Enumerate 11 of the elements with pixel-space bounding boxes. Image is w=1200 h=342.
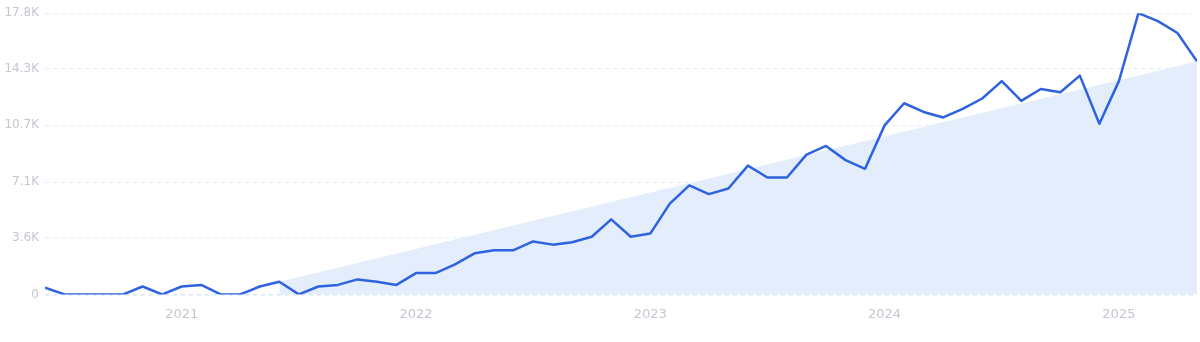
y-tick-label: 7.1K [12,174,41,189]
y-tick-label: 0 [31,286,39,301]
y-tick-label: 3.6K [12,229,41,244]
x-tick-label: 2022 [399,305,433,321]
x-tick-label: 2023 [633,305,667,321]
x-tick-label: 2021 [165,305,199,321]
y-tick-label: 10.7K [4,117,41,132]
y-tick-label: 17.8K [4,5,41,20]
x-tick-label: 2025 [1102,305,1136,321]
x-tick-label: 2024 [868,305,902,321]
y-tick-label: 14.3K [4,60,41,75]
